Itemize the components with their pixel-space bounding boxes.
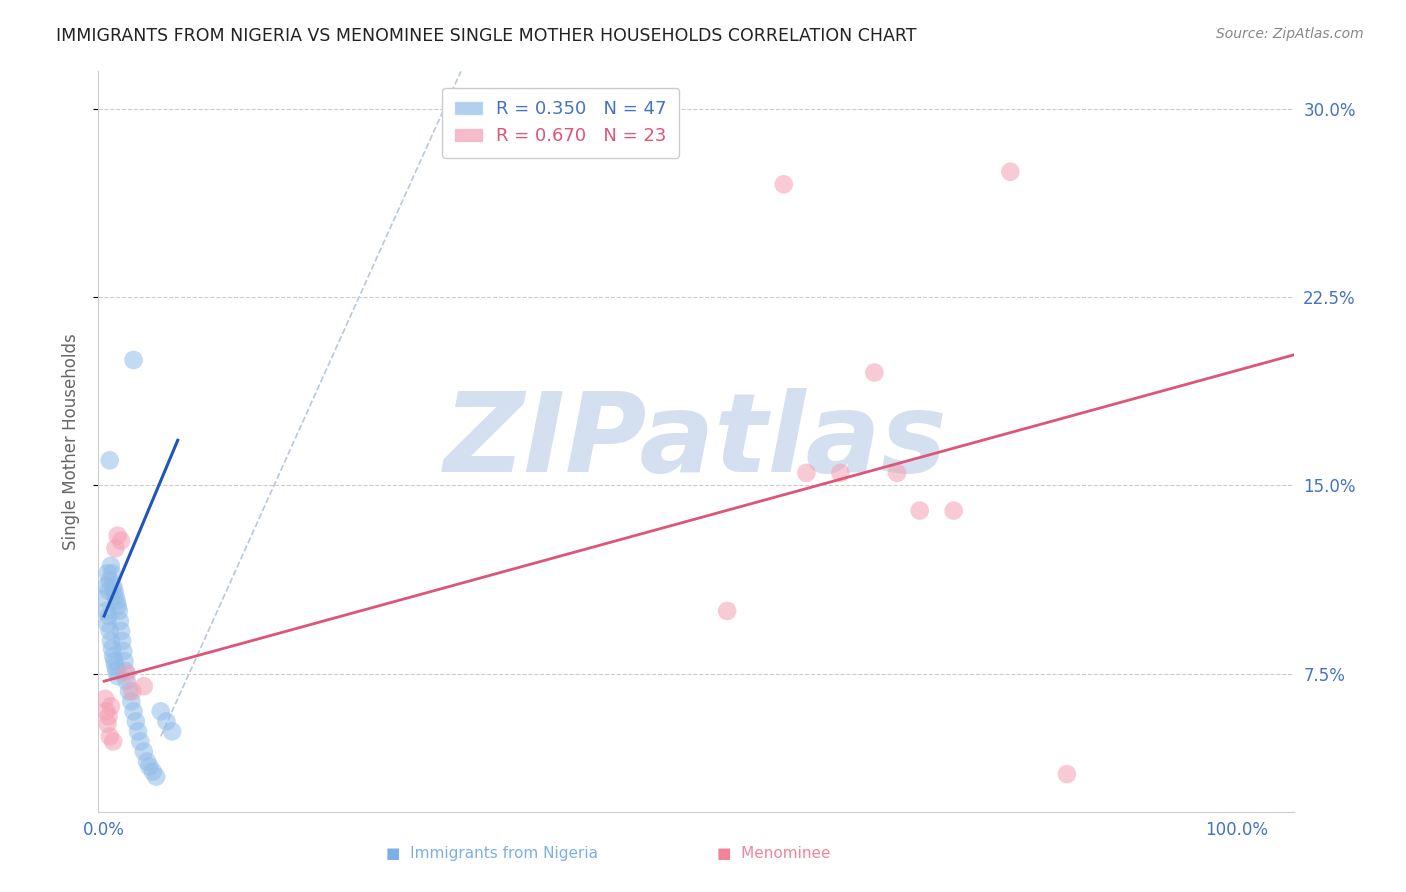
Point: [142, 764, 165, 779]
Point: [115, 674, 138, 689]
Point: [115, 666, 138, 681]
Point: [136, 755, 159, 769]
Point: [112, 644, 135, 658]
Point: [127, 724, 149, 739]
Point: [110, 533, 132, 548]
Text: ■  Immigrants from Nigeria: ■ Immigrants from Nigeria: [387, 846, 598, 861]
Point: [114, 664, 136, 678]
Point: [98, 574, 121, 588]
Point: [101, 641, 124, 656]
Point: [160, 724, 183, 739]
Point: [97, 609, 120, 624]
Point: [155, 714, 177, 729]
Point: [96, 704, 118, 718]
Point: [105, 594, 128, 608]
Point: [105, 664, 128, 678]
Point: [863, 366, 886, 380]
Point: [138, 759, 160, 773]
Point: [100, 634, 122, 648]
Point: [96, 604, 118, 618]
Point: [108, 614, 131, 628]
Point: [121, 684, 143, 698]
Point: [97, 583, 120, 598]
Point: [101, 566, 124, 581]
Point: [103, 583, 125, 598]
Point: [98, 730, 121, 744]
Point: [145, 770, 167, 784]
Point: [96, 616, 118, 631]
Point: [132, 744, 155, 758]
Point: [100, 558, 122, 573]
Point: [118, 684, 141, 698]
Point: [100, 699, 122, 714]
Point: [1000, 165, 1022, 179]
Text: IMMIGRANTS FROM NIGERIA VS MENOMINEE SINGLE MOTHER HOUSEHOLDS CORRELATION CHART: IMMIGRANTS FROM NIGERIA VS MENOMINEE SIN…: [56, 27, 917, 45]
Text: ZIPatlas: ZIPatlas: [444, 388, 948, 495]
Point: [796, 466, 818, 480]
Point: [94, 591, 117, 606]
Point: [1056, 767, 1078, 781]
Point: [94, 691, 117, 706]
Y-axis label: Single Mother Households: Single Mother Households: [62, 334, 80, 549]
Point: [908, 503, 931, 517]
Point: [942, 503, 965, 517]
Point: [120, 694, 142, 708]
Point: [104, 589, 127, 603]
Text: Source: ZipAtlas.com: Source: ZipAtlas.com: [1216, 27, 1364, 41]
Point: [101, 649, 124, 664]
Point: [886, 466, 908, 480]
Point: [111, 634, 134, 648]
Point: [104, 659, 127, 673]
Point: [108, 604, 131, 618]
Point: [101, 734, 124, 748]
Point: [98, 453, 121, 467]
Text: ■  Menominee: ■ Menominee: [717, 846, 830, 861]
Point: [129, 734, 152, 748]
Point: [125, 714, 148, 729]
Point: [830, 466, 852, 480]
Point: [96, 566, 118, 581]
Point: [716, 604, 738, 618]
Point: [101, 579, 124, 593]
Point: [122, 353, 145, 368]
Point: [103, 654, 125, 668]
Point: [107, 529, 129, 543]
Point: [772, 178, 794, 192]
Point: [122, 704, 145, 718]
Point: [98, 624, 121, 638]
Point: [107, 669, 129, 683]
Point: [96, 717, 118, 731]
Point: [114, 654, 136, 668]
Point: [110, 624, 132, 638]
Point: [104, 541, 127, 556]
Point: [132, 679, 155, 693]
Point: [96, 579, 118, 593]
Legend: R = 0.350   N = 47, R = 0.670   N = 23: R = 0.350 N = 47, R = 0.670 N = 23: [441, 87, 679, 158]
Point: [149, 704, 172, 718]
Point: [97, 709, 120, 723]
Point: [107, 599, 129, 613]
